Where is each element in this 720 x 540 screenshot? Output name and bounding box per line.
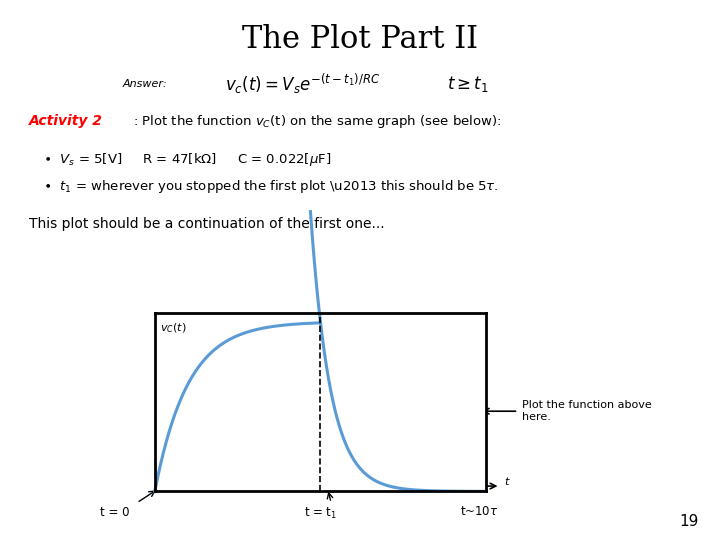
Text: $\bullet$  $t_1$ = wherever you stopped the first plot \u2013 this should be 5$\: $\bullet$ $t_1$ = wherever you stopped t… (43, 178, 499, 195)
Text: t = 0: t = 0 (100, 505, 130, 518)
Text: 19: 19 (679, 514, 698, 529)
Text: t: t (504, 477, 508, 488)
Text: $v_C(t)$: $v_C(t)$ (160, 322, 186, 335)
Text: : Plot the function $v_C$(t) on the same graph (see below):: : Plot the function $v_C$(t) on the same… (133, 113, 502, 130)
Text: $t \geq t_1$: $t \geq t_1$ (447, 73, 489, 94)
Text: This plot should be a continuation of the first one...: This plot should be a continuation of th… (29, 217, 384, 231)
Text: Plot the function above
here.: Plot the function above here. (522, 400, 652, 422)
Text: t = t$_1$: t = t$_1$ (304, 505, 337, 521)
Text: The Plot Part II: The Plot Part II (242, 24, 478, 55)
Text: t~10$\tau$: t~10$\tau$ (459, 505, 498, 518)
Text: Activity 2: Activity 2 (29, 114, 103, 129)
Text: Answer:: Answer: (122, 79, 167, 89)
Text: $\bullet$  $V_s$ = 5[V]     R = 47[k$\Omega$]     C = 0.022[$\mu$F]: $\bullet$ $V_s$ = 5[V] R = 47[k$\Omega$]… (43, 151, 331, 168)
Text: $v_c(t) = V_s e^{-(t-t_1)/RC}$: $v_c(t) = V_s e^{-(t-t_1)/RC}$ (225, 72, 380, 96)
